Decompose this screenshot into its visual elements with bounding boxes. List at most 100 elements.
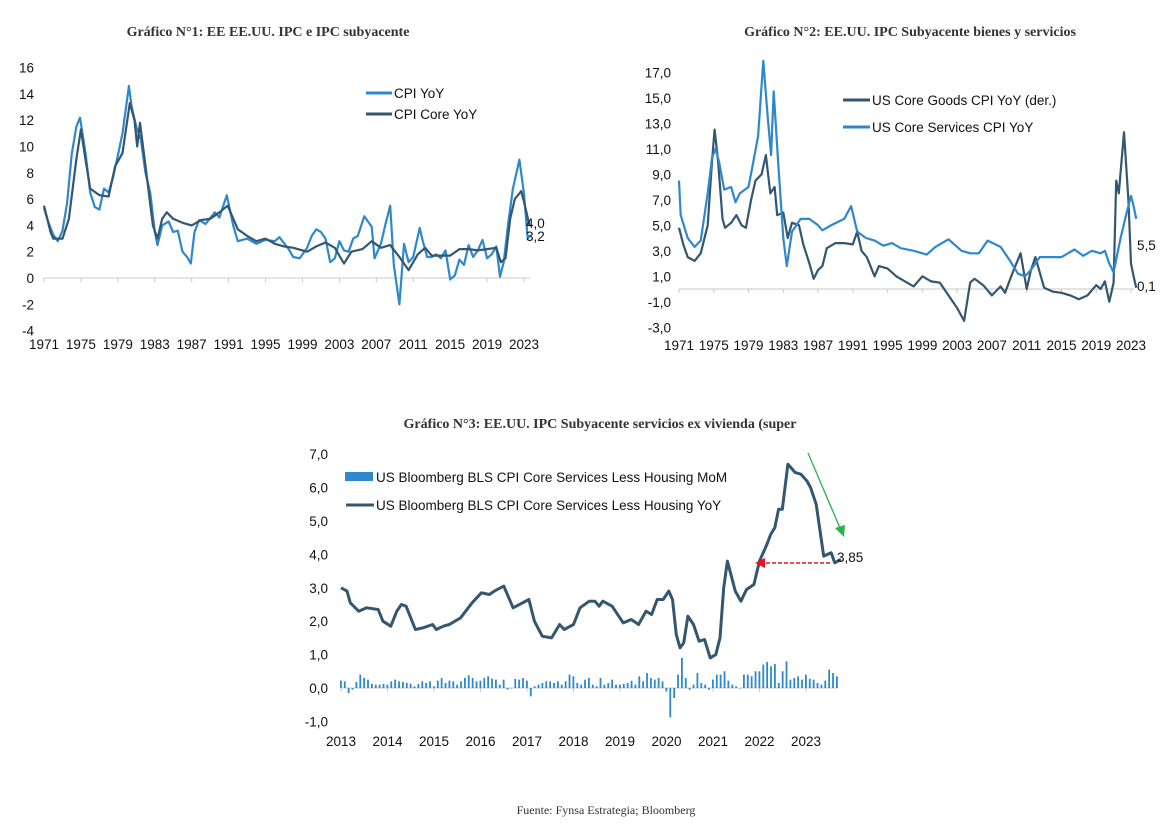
mom-bar [429, 681, 431, 688]
y-tick-label: -3,0 [648, 320, 671, 335]
mom-bar [704, 684, 707, 688]
mom-bar [363, 677, 366, 688]
x-tick-label: 2007 [977, 338, 1007, 353]
x-tick-label: 1975 [699, 338, 729, 353]
mom-bar [626, 682, 629, 688]
mom-bar [789, 679, 792, 688]
x-tick-label: 1999 [907, 338, 937, 353]
mom-bar [413, 686, 416, 688]
y-tick-label: -2 [22, 297, 34, 312]
mom-bar [351, 688, 354, 690]
y-tick-label: 14 [19, 87, 35, 102]
y-tick-label: 5,0 [652, 218, 671, 233]
mom-bar [619, 684, 621, 688]
x-tick-label: 2022 [744, 734, 774, 749]
x-tick-label: 2017 [512, 734, 542, 749]
mom-bar [684, 677, 687, 688]
mom-bar [467, 675, 470, 688]
mom-bar [378, 684, 381, 688]
y-tick-label: 2,0 [309, 614, 328, 629]
mom-bar [808, 678, 811, 688]
mom-bar [812, 679, 815, 688]
mom-bar [766, 661, 769, 688]
mom-bar [731, 684, 734, 688]
mom-bar [347, 688, 350, 694]
mom-bar [665, 688, 668, 692]
mom-bar [739, 688, 741, 689]
y-tick-label: 3,0 [309, 581, 328, 596]
mom-bar [367, 679, 369, 688]
series-line-us-core-services-cpi-yoy [677, 59, 1138, 278]
y-tick-label: 4 [26, 218, 34, 233]
mom-bar [611, 679, 614, 688]
mom-bar [746, 674, 749, 688]
mom-bar [417, 683, 420, 688]
mom-bar [797, 676, 800, 688]
mom-bar [801, 679, 803, 688]
x-tick-label: 2019 [605, 734, 635, 749]
chart3-title: Gráfico N°3: EE.UU. IPC Subyacente servi… [404, 417, 797, 432]
mom-bar [440, 677, 443, 688]
x-tick-label: 2014 [372, 734, 403, 749]
x-tick-label: 2023 [509, 337, 539, 352]
mom-bar [805, 674, 807, 688]
mom-bar [692, 684, 695, 688]
x-tick-label: 2021 [698, 734, 728, 749]
x-tick-label: 2018 [558, 734, 588, 749]
x-tick-label: 2016 [465, 734, 495, 749]
mom-bar [374, 684, 377, 688]
x-tick-label: 2015 [1046, 338, 1076, 353]
mom-bar [735, 686, 738, 688]
mom-bar [824, 680, 827, 688]
mom-bar [425, 682, 428, 688]
mom-bar [708, 688, 710, 690]
mom-bar [471, 677, 474, 688]
mom-bar [762, 664, 765, 688]
mom-bar [661, 681, 664, 688]
mom-bar [595, 686, 598, 688]
red-dashed-arrow [755, 558, 830, 568]
legend-swatch-mom [345, 472, 373, 481]
x-tick-label: 1971 [29, 337, 59, 352]
mom-bar [452, 681, 455, 688]
mom-bar [646, 672, 648, 688]
mom-bar [743, 674, 745, 688]
mom-bar [502, 679, 505, 688]
mom-bar [669, 688, 672, 718]
mom-bar [541, 682, 544, 688]
mom-bar [560, 684, 563, 688]
legend-label-yoy: US Bloomberg BLS CPI Core Services Less … [376, 498, 721, 513]
y-tick-label: 15,0 [645, 91, 671, 106]
annotation-goods-last: 0,1 [1137, 279, 1156, 294]
mom-bar [487, 676, 490, 688]
x-tick-label: 2019 [472, 337, 502, 352]
mom-bar [750, 676, 753, 688]
annotation-services-last: 5,5 [1137, 238, 1156, 253]
mom-bar [340, 680, 342, 688]
mom-bar [712, 679, 714, 688]
mom-bar [785, 661, 788, 688]
mom-bar [836, 676, 838, 688]
mom-bar [355, 681, 358, 688]
mom-bar [630, 680, 633, 688]
mom-bar [615, 684, 617, 688]
mom-bar [537, 684, 540, 688]
mom-bar [390, 681, 393, 688]
mom-bar [460, 681, 462, 688]
series-line-cpi-core-yoy [42, 101, 531, 272]
mom-bar [533, 686, 536, 688]
mom-bar [483, 677, 486, 688]
mom-bar [394, 679, 397, 688]
x-tick-label: 2023 [1116, 338, 1146, 353]
x-tick-label: 1983 [768, 338, 798, 353]
x-tick-label: 2019 [1081, 338, 1111, 353]
mom-bar [398, 681, 400, 688]
x-tick-label: 1991 [838, 338, 868, 353]
mom-bar [498, 684, 501, 688]
y-tick-label: 6 [26, 192, 34, 207]
x-tick-label: 2007 [361, 337, 391, 352]
mom-bar [522, 677, 524, 688]
y-tick-label: 16 [19, 61, 34, 76]
mom-bar [553, 682, 555, 688]
